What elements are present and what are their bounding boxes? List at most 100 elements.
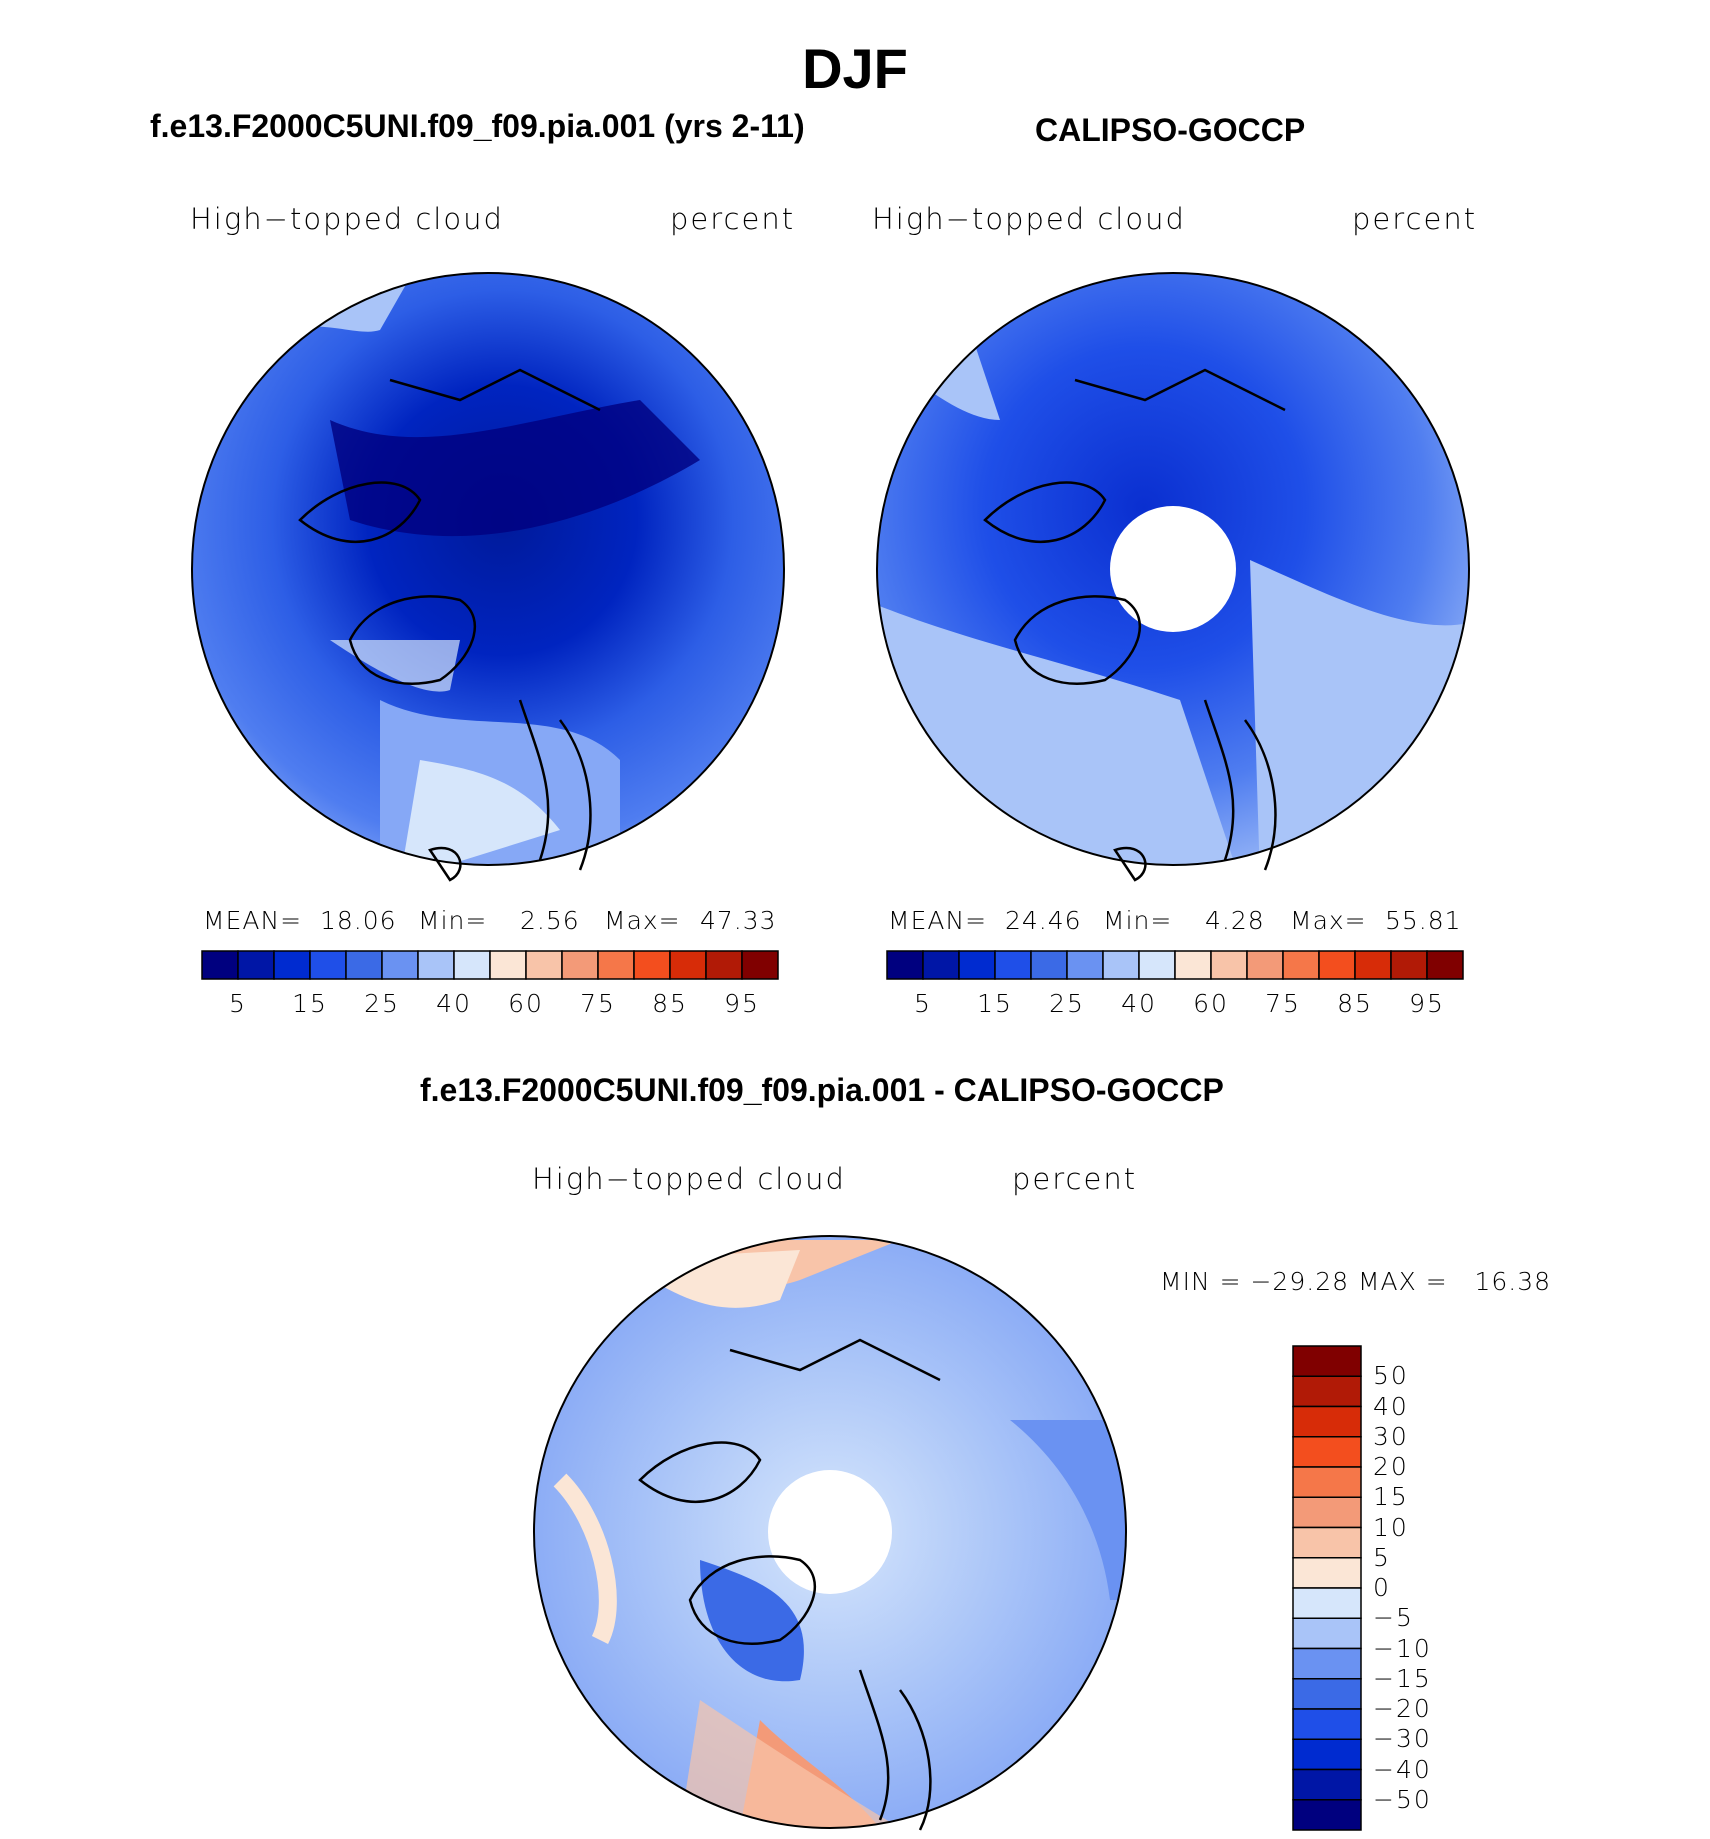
model-colorbar-tick-label: 25 (364, 989, 400, 1018)
diff-colorbar-tick-label: −30 (1373, 1724, 1432, 1754)
obs-colorbar-tick-label: 40 (1121, 989, 1157, 1018)
obs-colorbar-tick-label: 85 (1337, 989, 1373, 1018)
obs-colorbar-swatch (1102, 950, 1140, 980)
diff-colorbar-swatch (1292, 1405, 1362, 1438)
diff-map-border (533, 1235, 1127, 1829)
figure-title: DJF (802, 37, 908, 100)
diff-colorbar-tick-label: 50 (1373, 1361, 1409, 1391)
model-mean-label: MEAN= (203, 906, 303, 935)
obs-colorbar-swatch (958, 950, 996, 980)
model-colorbar-swatch (417, 950, 455, 980)
obs-missing-pole (1110, 506, 1236, 632)
model-colorbar-swatch (381, 950, 419, 980)
diff-colorbar-swatch (1292, 1345, 1362, 1377)
diff-colorbar-swatch (1292, 1526, 1362, 1559)
model-colorbar-swatch (597, 950, 635, 980)
obs-min-label: Min= (1103, 906, 1173, 935)
model-colorbar (201, 950, 779, 980)
diff-colorbar-tick-label: 40 (1373, 1391, 1409, 1421)
model-colorbar-swatch (741, 950, 779, 980)
diff-colorbar-swatch (1292, 1738, 1362, 1771)
diff-colorbar-tick-label: 30 (1373, 1421, 1409, 1451)
model-map-border (191, 272, 785, 866)
diff-colorbar-tick-label: −40 (1373, 1754, 1432, 1784)
obs-mean-label: MEAN= (888, 906, 988, 935)
diff-variable-label: High−topped cloud (532, 1162, 846, 1196)
diff-colorbar-tick-label: −50 (1373, 1784, 1432, 1814)
model-min-label: Min= (418, 906, 488, 935)
model-colorbar-swatch (561, 950, 599, 980)
diff-colorbar-swatch (1292, 1799, 1362, 1831)
model-colorbar-swatch (345, 950, 383, 980)
model-coastlines (298, 368, 601, 882)
diff-colorbar-tick-label: 20 (1373, 1452, 1409, 1481)
obs-colorbar-swatch (1030, 950, 1068, 980)
obs-colorbar-swatch (886, 950, 924, 980)
obs-colorbar-swatch (1282, 950, 1320, 980)
obs-colorbar-swatch (1174, 950, 1212, 980)
model-units-label: percent (670, 202, 796, 236)
diff-colorbar-swatch (1292, 1466, 1362, 1498)
obs-colorbar-swatch (1246, 950, 1284, 980)
obs-colorbar-swatch (1210, 950, 1248, 980)
diff-colorbar-tick-label: 5 (1373, 1542, 1391, 1572)
diff-colorbar-tick-label: −20 (1373, 1694, 1432, 1723)
diff-colorbar-swatch (1292, 1647, 1362, 1680)
obs-colorbar-tick-label: 25 (1049, 989, 1085, 1018)
diff-colorbar-swatch (1292, 1617, 1362, 1650)
diff-colorbar-swatch (1292, 1678, 1362, 1710)
diff-units-label: percent (1012, 1162, 1138, 1196)
model-colorbar-swatch (633, 950, 671, 980)
diff-colorbar-swatch (1292, 1375, 1362, 1408)
diff-colorbar-swatch (1292, 1708, 1362, 1740)
diff-colorbar-swatch (1292, 1768, 1362, 1801)
model-colorbar-swatch (705, 950, 743, 980)
model-colorbar-tick-label: 5 (229, 989, 247, 1018)
obs-min-value: 4.28 (1205, 906, 1265, 935)
obs-colorbar-tick-label: 60 (1193, 989, 1229, 1018)
model-colorbar-tick-label: 40 (436, 989, 472, 1018)
obs-colorbar-swatch (1354, 950, 1392, 980)
model-mean-value: 18.06 (320, 906, 397, 935)
obs-colorbar-tick-label: 75 (1265, 989, 1301, 1018)
model-panel-title: f.e13.F2000C5UNI.f09_f09.pia.001 (yrs 2-… (150, 108, 805, 144)
obs-units-label: percent (1352, 202, 1478, 236)
diff-colorbar-tick-label: −15 (1373, 1663, 1432, 1693)
diff-colorbar-swatch (1292, 1436, 1362, 1468)
diff-colorbar-swatch (1292, 1557, 1362, 1589)
obs-max-value: 55.81 (1385, 906, 1462, 935)
model-colorbar-swatch (201, 950, 239, 980)
diff-panel-title: f.e13.F2000C5UNI.f09_f09.pia.001 - CALIP… (420, 1072, 1224, 1108)
obs-variable-label: High−topped cloud (872, 202, 1186, 236)
obs-colorbar (886, 950, 1464, 980)
model-colorbar-tick-label: 60 (508, 989, 544, 1018)
obs-colorbar-swatch (1390, 950, 1428, 980)
diff-missing-pole (768, 1470, 892, 1594)
model-colorbar-swatch (237, 950, 275, 980)
diff-colorbar-swatch (1292, 1587, 1362, 1619)
model-colorbar-swatch (669, 950, 707, 980)
model-colorbar-swatch (309, 950, 347, 980)
obs-max-label: Max= (1290, 906, 1367, 935)
obs-colorbar-swatch (994, 950, 1032, 980)
diff-colorbar-tick-label: 10 (1373, 1512, 1409, 1542)
diff-colorbar-tick-label: −10 (1373, 1633, 1432, 1663)
model-colorbar-swatch (525, 950, 563, 980)
model-colorbar-swatch (489, 950, 527, 980)
model-variable-label: High−topped cloud (190, 202, 504, 236)
diff-colorbar-swatch (1292, 1496, 1362, 1529)
model-colorbar-swatch (273, 950, 311, 980)
model-colorbar-swatch (453, 950, 491, 980)
obs-coastlines (983, 368, 1286, 882)
diff-coastlines (638, 1338, 941, 1831)
model-map (192, 273, 784, 865)
diff-colorbar-tick-label: −5 (1373, 1603, 1414, 1633)
obs-colorbar-tick-label: 95 (1409, 989, 1445, 1018)
model-max-value: 47.33 (700, 906, 777, 935)
obs-mean-value: 24.46 (1005, 906, 1082, 935)
obs-colorbar-swatch (1318, 950, 1356, 980)
model-colorbar-tick-label: 15 (292, 989, 328, 1018)
model-max-label: Max= (604, 906, 681, 935)
model-colorbar-tick-label: 85 (652, 989, 688, 1018)
